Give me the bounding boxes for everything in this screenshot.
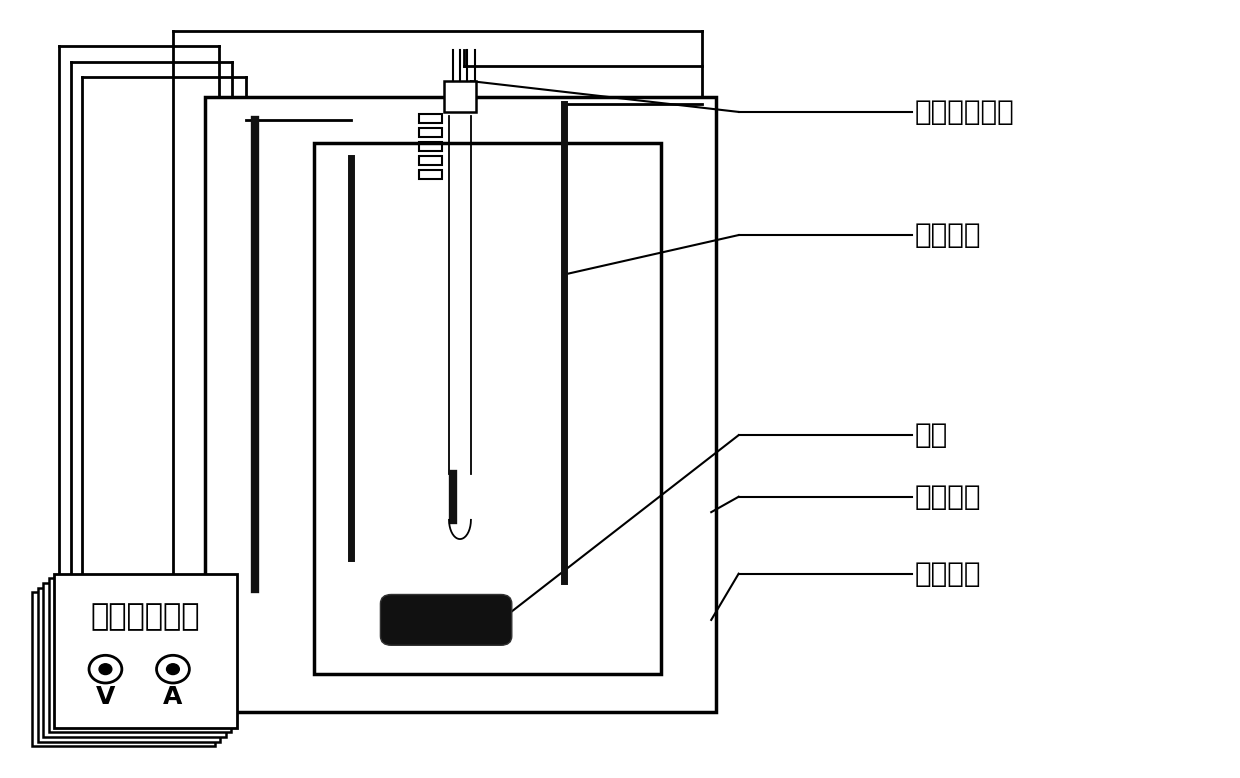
Text: V: V [95,685,115,709]
Circle shape [166,664,180,675]
Bar [419,156,441,165]
Text: 工作电极: 工作电极 [915,221,981,249]
Bar [419,142,441,151]
Bar [43,583,226,737]
Text: 辅助电极: 辅助电极 [915,559,981,587]
Bar [315,142,661,674]
FancyBboxPatch shape [381,594,512,645]
Bar [48,578,232,732]
Bar [38,587,221,741]
Text: A: A [164,685,182,709]
Bar [205,96,715,713]
Circle shape [99,664,112,675]
Bar [419,128,441,138]
Bar [419,170,441,179]
Bar [55,573,237,727]
Text: 电化学工作站: 电化学工作站 [91,602,201,631]
Bar [419,114,441,124]
Text: 恒温水浴: 恒温水浴 [915,483,981,510]
Text: 饱和甘汞电极: 饱和甘汞电极 [915,98,1014,126]
Text: 磁子: 磁子 [915,421,947,449]
Bar [32,592,215,746]
Bar [444,81,476,112]
